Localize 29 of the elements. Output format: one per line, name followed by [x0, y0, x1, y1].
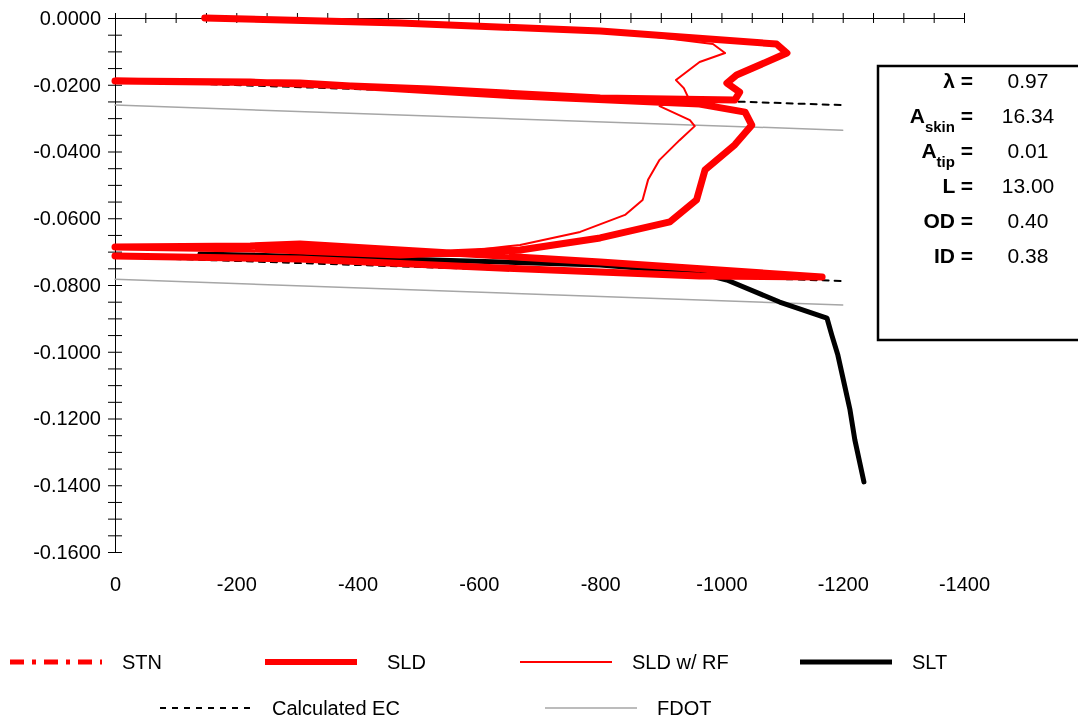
y-tick-label: -0.0400	[33, 140, 101, 163]
legend-label: FDOT	[657, 697, 712, 719]
y-tick-label: -0.0800	[33, 273, 101, 296]
x-tick-label: -1400	[938, 573, 991, 596]
text: ID = 0.38	[933, 244, 1049, 267]
text: A$_{skin}$ = 16.34	[909, 104, 1055, 135]
x-tick-label: 0	[109, 573, 122, 596]
y-tick-label: -0.1400	[33, 474, 101, 497]
y-tick-label: 0.0000	[39, 6, 101, 29]
y-tick-label: -0.0600	[33, 207, 101, 230]
legend-label: STN	[122, 651, 162, 673]
x-tick-label: -1200	[817, 573, 869, 596]
text: L = 13.00	[942, 174, 1055, 197]
text: OD = 0.40	[923, 209, 1049, 232]
y-tick-label: -0.0200	[33, 73, 101, 96]
legend-label: Calculated EC	[272, 697, 400, 719]
x-tick-label: -400	[338, 573, 379, 596]
y-tick-label: -0.1200	[33, 407, 101, 430]
y-tick-label: -0.1600	[33, 540, 101, 563]
x-tick-label: -600	[459, 573, 500, 596]
x-tick-label: -1000	[696, 573, 748, 596]
legend-label: SLT	[912, 651, 948, 673]
x-tick-label: -800	[580, 573, 621, 596]
text: λ = 0.97	[943, 69, 1049, 92]
text: A$_{tip}$ = 0.01	[921, 139, 1049, 170]
x-tick-label: -200	[216, 573, 257, 596]
legend-label: SLD	[387, 651, 426, 673]
legend-label: SLD w/ RF	[632, 651, 729, 673]
y-tick-label: -0.1000	[33, 340, 101, 363]
